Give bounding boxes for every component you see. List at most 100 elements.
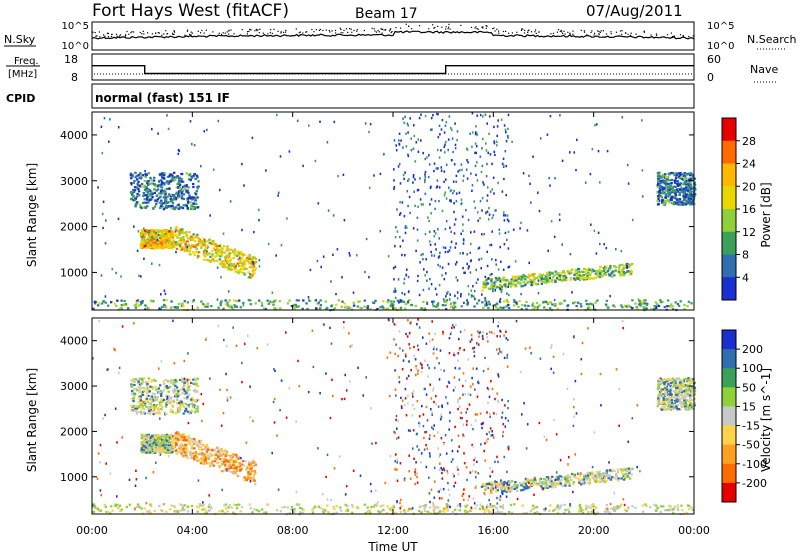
scatter-cell [496, 278, 498, 281]
scatter-cell [471, 131, 474, 134]
scatter-cell [307, 296, 310, 299]
scatter-cell [552, 276, 555, 279]
scatter-cell [158, 401, 162, 404]
scatter-cell [503, 177, 505, 181]
scatter-cell [158, 449, 161, 452]
scatter-cell [131, 384, 134, 387]
scatter-cell [478, 246, 481, 249]
scatter-cell [200, 244, 203, 248]
noise-dot [666, 34, 669, 36]
scatter-cell [217, 119, 220, 123]
scatter-cell [168, 396, 171, 399]
scatter-cell [264, 307, 268, 311]
scatter-cell [301, 307, 304, 310]
scatter-cell [348, 306, 352, 309]
scatter-cell [523, 486, 526, 489]
scatter-cell [293, 303, 296, 307]
scatter-cell [454, 122, 456, 125]
scatter-cell [590, 223, 592, 226]
scatter-cell [638, 300, 641, 303]
scatter-cell [369, 123, 372, 126]
noise-dot [363, 29, 365, 32]
colorbar-tick-label: 24 [742, 158, 756, 171]
scatter-cell [559, 475, 562, 478]
scatter-cell [164, 439, 167, 442]
scatter-cell [241, 253, 245, 256]
scatter-cell [162, 299, 166, 302]
scatter-cell [206, 253, 209, 256]
scatter-cell [503, 219, 506, 222]
scatter-cell [206, 244, 209, 247]
scatter-cell [405, 132, 407, 135]
scatter-cell [563, 278, 566, 281]
scatter-cell [493, 281, 496, 285]
scatter-cell [593, 269, 596, 273]
scatter-cell [196, 176, 199, 179]
scatter-cell [177, 194, 180, 197]
scatter-cell [424, 173, 426, 176]
scatter-cell [247, 466, 251, 469]
scatter-cell [667, 195, 670, 198]
scatter-cell [190, 453, 193, 456]
scatter-cell [598, 268, 601, 271]
noise-dot [305, 31, 307, 33]
scatter-cell [192, 443, 196, 446]
scatter-cell [495, 140, 498, 143]
scatter-cell [683, 195, 686, 198]
scatter-cell [583, 482, 586, 485]
scatter-cell [585, 278, 588, 281]
scatter-cell [485, 142, 487, 145]
scatter-cell [180, 434, 184, 437]
scatter-cell [249, 477, 252, 480]
scatter-cell [394, 290, 397, 293]
scatter-cell [363, 299, 366, 302]
scatter-cell [381, 305, 384, 308]
scatter-cell [440, 149, 442, 152]
scatter-cell [325, 307, 328, 311]
scatter-cell [481, 301, 484, 304]
scatter-cell [553, 481, 556, 484]
scatter-cell [462, 229, 464, 232]
noise-dot [485, 27, 487, 29]
scatter-cell [613, 305, 616, 308]
scatter-cell [666, 185, 670, 189]
noise-dot [671, 35, 674, 38]
scatter-cell [495, 303, 498, 306]
scatter-cell [443, 194, 446, 197]
scatter-cell [170, 408, 173, 412]
scatter-cell [680, 199, 684, 202]
scatter-cell [621, 306, 624, 309]
scatter-cell [183, 250, 187, 253]
scatter-cell [248, 254, 252, 257]
scatter-cell [656, 200, 659, 203]
scatter-cell [317, 202, 320, 205]
scatter-cell [146, 240, 149, 243]
scatter-cell [134, 203, 137, 206]
scatter-cell [302, 164, 304, 168]
scatter-cell [627, 476, 630, 479]
scatter-cell [505, 305, 508, 308]
scatter-cell [410, 137, 412, 140]
scatter-cell [527, 276, 530, 279]
scatter-cell [146, 444, 149, 447]
scatter-cell [132, 400, 135, 403]
scatter-cell [171, 236, 174, 239]
scatter-cell [443, 180, 445, 183]
scatter-cell [585, 276, 588, 280]
scatter-cell [220, 460, 223, 463]
scatter-cell [150, 243, 153, 246]
scatter-cell [153, 450, 156, 453]
scatter-cell [174, 412, 178, 415]
scatter-cell [203, 303, 206, 307]
scatter-cell [180, 172, 183, 176]
scatter-cell [598, 276, 602, 279]
scatter-cell [683, 190, 686, 194]
scatter-cell [145, 448, 148, 451]
scatter-cell [484, 304, 487, 307]
scatter-cell [146, 205, 149, 208]
scatter-cell [190, 176, 194, 179]
scatter-cell [397, 165, 400, 168]
scatter-cell [179, 229, 182, 232]
scatter-cell [171, 441, 174, 444]
scatter-cell [667, 192, 671, 195]
